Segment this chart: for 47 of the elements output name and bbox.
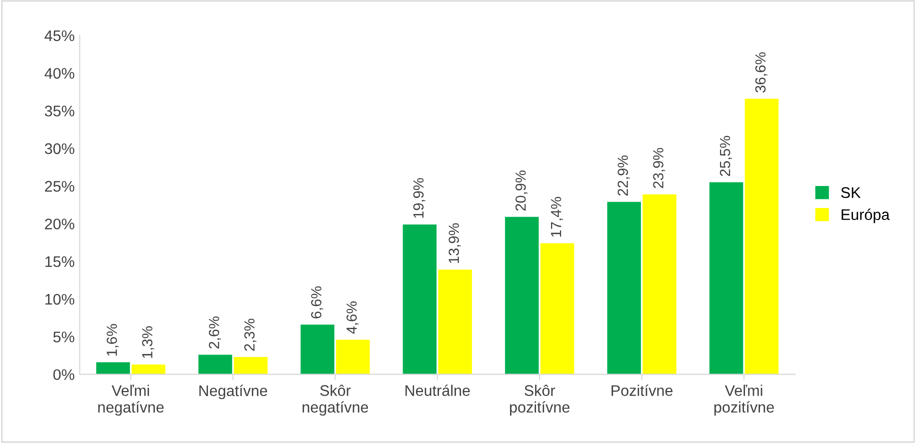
data-label: 25,5% (720, 136, 732, 176)
bar (438, 270, 472, 374)
bar (132, 364, 166, 374)
x-tick-label: Skôr pozitívne (510, 384, 570, 416)
data-label: 6,6% (311, 286, 324, 318)
bar (402, 224, 437, 374)
x-tick-label: Neutrálne (406, 384, 470, 396)
data-label: 19,9% (413, 178, 426, 218)
x-tick-label: Veľmi pozitívne (714, 384, 774, 416)
y-tick-label: 35% (44, 106, 74, 116)
x-tick-label: Skôr negatívne (302, 384, 368, 416)
data-label: 20,9% (515, 170, 528, 211)
x-tick-label: Negatívne (199, 384, 268, 400)
data-label: 36,6% (755, 52, 768, 93)
data-label: 2,6% (208, 316, 221, 348)
data-label: 4,6% (346, 301, 359, 334)
y-tick-label: 10% (45, 294, 74, 305)
y-tick-label: 20% (45, 218, 74, 230)
bar (336, 340, 370, 374)
y-tick-label: 30% (44, 143, 74, 154)
x-tick-label: Pozitívne (612, 384, 673, 396)
y-tick-label: 25% (45, 180, 74, 192)
legend-label: Európa (842, 208, 890, 224)
x-tick-label: Veľmi negatívne (98, 384, 164, 416)
y-tick-label: 45% (44, 30, 74, 42)
bar (300, 324, 334, 374)
bar (505, 216, 539, 374)
y-tick-label: 0% (53, 369, 74, 380)
legend-label: SK (841, 187, 861, 198)
bar (607, 202, 641, 374)
data-label: 17,4% (550, 196, 563, 237)
bar (744, 98, 779, 374)
data-label: 23,9% (653, 148, 666, 188)
bar (234, 357, 268, 374)
y-tick-label: 5% (53, 332, 74, 342)
bar (642, 194, 676, 374)
data-label: 1,6% (106, 324, 119, 356)
data-label: 13,9% (448, 223, 461, 263)
y-tick-label: 15% (45, 256, 74, 268)
data-label: 1,3% (142, 326, 154, 358)
bar (198, 354, 232, 374)
bar (709, 182, 744, 374)
y-tick-label: 40% (44, 68, 74, 79)
data-label: 2,3% (244, 318, 256, 351)
bar (96, 362, 130, 374)
bar (540, 243, 574, 374)
data-label: 22,9% (618, 155, 630, 196)
